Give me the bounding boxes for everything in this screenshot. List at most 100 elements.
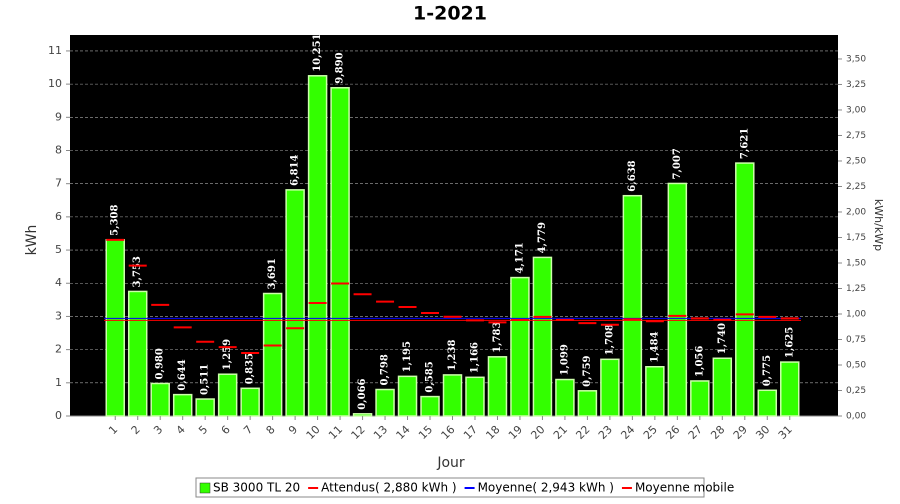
- data-label: 1,195: [402, 341, 413, 372]
- y2-tick-label: 2,00: [846, 207, 866, 217]
- bar: [150, 382, 170, 417]
- y-tick-label: 5: [55, 243, 62, 256]
- y2-tick-label: 0,25: [846, 386, 866, 396]
- x-tick-label: 29: [731, 423, 750, 442]
- y2-tick-label: 1,00: [846, 309, 866, 319]
- y2-tick-label: 0,50: [846, 360, 866, 370]
- y-tick-label: 2: [55, 343, 62, 356]
- legend-label: Attendus( 2,880 kWh ): [321, 481, 456, 495]
- data-label: 0,775: [762, 355, 773, 386]
- x-tick-label: 21: [551, 423, 570, 442]
- chart-title: 1-2021: [413, 3, 487, 25]
- x-tick-label: 27: [686, 423, 705, 442]
- bar: [600, 358, 620, 417]
- data-label: 3,691: [267, 258, 278, 289]
- bar: [712, 357, 733, 417]
- x-tick-label: 14: [394, 423, 413, 442]
- bar: [442, 374, 463, 417]
- y2-axis-label: kWh/kWp: [872, 199, 885, 251]
- data-label: 9,890: [335, 52, 346, 83]
- y2-tick-label: 0,75: [846, 335, 866, 345]
- x-tick-label: 19: [506, 423, 525, 442]
- bar: [307, 75, 328, 417]
- bar: [510, 276, 530, 417]
- bar: [285, 189, 305, 417]
- bar: [127, 290, 148, 417]
- bar: [645, 365, 665, 417]
- x-tick-label: 5: [196, 423, 210, 437]
- legend-label: SB 3000 TL 20: [213, 481, 300, 495]
- bar: [172, 393, 193, 417]
- x-tick-label: 8: [264, 423, 278, 437]
- legend-swatch: [199, 482, 211, 494]
- data-label: 1,740: [717, 323, 728, 354]
- y2-tick-label: 3,25: [846, 80, 866, 90]
- bar: [690, 380, 710, 417]
- data-label: 1,099: [559, 344, 570, 375]
- y-tick-label: 7: [55, 177, 62, 190]
- legend-label: Moyenne( 2,943 kWh ): [478, 481, 614, 495]
- data-label: 7,007: [672, 148, 683, 179]
- bar: [555, 378, 575, 417]
- data-label: 0,980: [155, 348, 166, 379]
- x-tick-label: 20: [528, 423, 547, 442]
- x-tick-label: 26: [663, 423, 682, 442]
- data-label: 5,308: [110, 204, 121, 235]
- y-tick-label: 1: [55, 376, 62, 389]
- y2-tick-label: 2,50: [846, 156, 866, 166]
- x-tick-label: 10: [304, 423, 323, 442]
- y2-tick-label: 1,25: [846, 284, 866, 294]
- x-tick-label: 17: [461, 423, 480, 442]
- y2-tick-label: 3,50: [846, 54, 866, 64]
- x-tick-label: 11: [326, 423, 345, 442]
- data-label: 0,644: [177, 359, 188, 390]
- x-tick-label: 28: [708, 423, 727, 442]
- y-tick-label: 9: [55, 110, 62, 123]
- bar: [240, 387, 260, 417]
- data-label: 6,638: [627, 160, 638, 191]
- y-tick-label: 11: [48, 44, 62, 57]
- bar: [735, 162, 755, 417]
- data-label: 0,759: [582, 355, 593, 386]
- data-label: 0,066: [357, 378, 368, 409]
- data-label: 0,585: [425, 361, 436, 392]
- y2-tick-label: 2,25: [846, 182, 866, 192]
- bar: [622, 194, 643, 417]
- x-tick-label: 22: [573, 423, 592, 442]
- bar: [217, 373, 238, 417]
- x-tick-label: 15: [416, 423, 435, 442]
- bar: [487, 356, 508, 417]
- bar: [375, 388, 395, 417]
- y2-tick-label: 0,00: [846, 412, 866, 422]
- bar: [195, 398, 215, 417]
- data-label: 4,171: [514, 242, 525, 273]
- x-tick-label: 4: [174, 423, 188, 437]
- x-tick-label: 31: [776, 423, 795, 442]
- bar: [757, 389, 778, 417]
- x-axis-label: Jour: [436, 455, 465, 471]
- x-tick-label: 9: [286, 423, 300, 437]
- bar: [262, 292, 283, 417]
- data-label: 0,511: [200, 364, 211, 395]
- x-tick-label: 23: [596, 423, 615, 442]
- y-tick-label: 6: [55, 210, 62, 223]
- bar: [105, 239, 125, 417]
- plot-area: [70, 35, 838, 416]
- data-label: 6,814: [290, 155, 301, 186]
- data-label: 1,166: [469, 342, 480, 373]
- y2-tick-label: 1,50: [846, 258, 866, 268]
- y-axis-label: kWh: [24, 225, 40, 256]
- data-label: 0,835: [245, 353, 256, 384]
- data-label: 10,251: [312, 34, 323, 72]
- data-label: 1,625: [784, 327, 795, 358]
- bar: [397, 375, 418, 417]
- data-label: 1,238: [447, 340, 458, 371]
- bar: [352, 413, 373, 417]
- y-tick-label: 8: [55, 143, 62, 156]
- legend: [195, 477, 705, 498]
- y-tick-label: 0: [55, 409, 62, 422]
- data-label: 4,779: [537, 222, 548, 253]
- x-tick-label: 16: [439, 423, 458, 442]
- bar: [780, 361, 800, 417]
